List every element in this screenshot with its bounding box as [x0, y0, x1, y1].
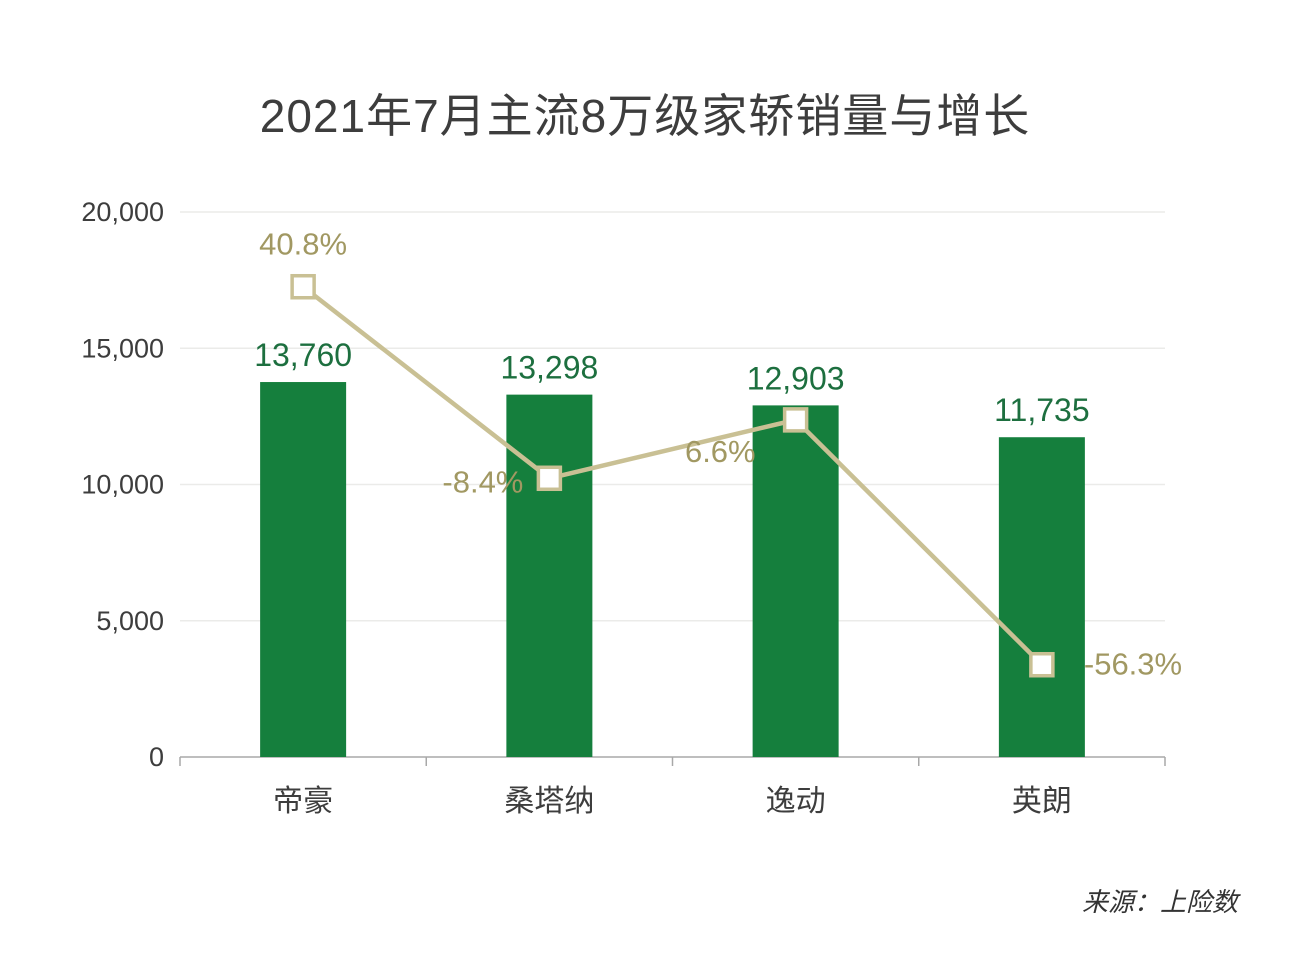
y-axis-tick-label: 0: [149, 742, 164, 772]
x-axis-category-label: 逸动: [766, 785, 826, 818]
line-marker: [290, 273, 316, 300]
bar-value-label: 13,760: [254, 337, 352, 373]
bar-value-label: 13,298: [500, 350, 598, 386]
y-axis-tick-label: 20,000: [81, 197, 164, 227]
bar-value-label: 11,735: [994, 392, 1090, 428]
line-value-label: 6.6%: [685, 434, 756, 469]
line-value-label: -8.4%: [442, 464, 523, 499]
chart-title: 2021年7月主流8万级家轿销量与增长: [259, 90, 1031, 142]
x-axis-category-label: 英朗: [1012, 785, 1072, 818]
bar-value-label: 12,903: [747, 360, 845, 396]
line-marker: [536, 465, 563, 492]
bar: [752, 405, 839, 757]
line-value-label: -56.3%: [1084, 647, 1182, 682]
x-axis-category-label: 桑塔纳: [504, 785, 594, 818]
y-axis-tick-label: 10,000: [81, 470, 164, 500]
bar: [260, 382, 347, 757]
line-value-label: 40.8%: [259, 227, 347, 262]
bar: [998, 437, 1085, 757]
line-marker: [782, 407, 809, 433]
y-axis-tick-label: 5,000: [96, 606, 164, 636]
source-note: 来源：上险数: [1081, 887, 1238, 917]
growth-line: [301, 284, 1044, 667]
bar: [506, 394, 593, 757]
line-marker: [1029, 651, 1055, 678]
x-axis-category-label: 帝豪: [273, 785, 333, 818]
y-axis-tick-label: 15,000: [81, 333, 164, 363]
